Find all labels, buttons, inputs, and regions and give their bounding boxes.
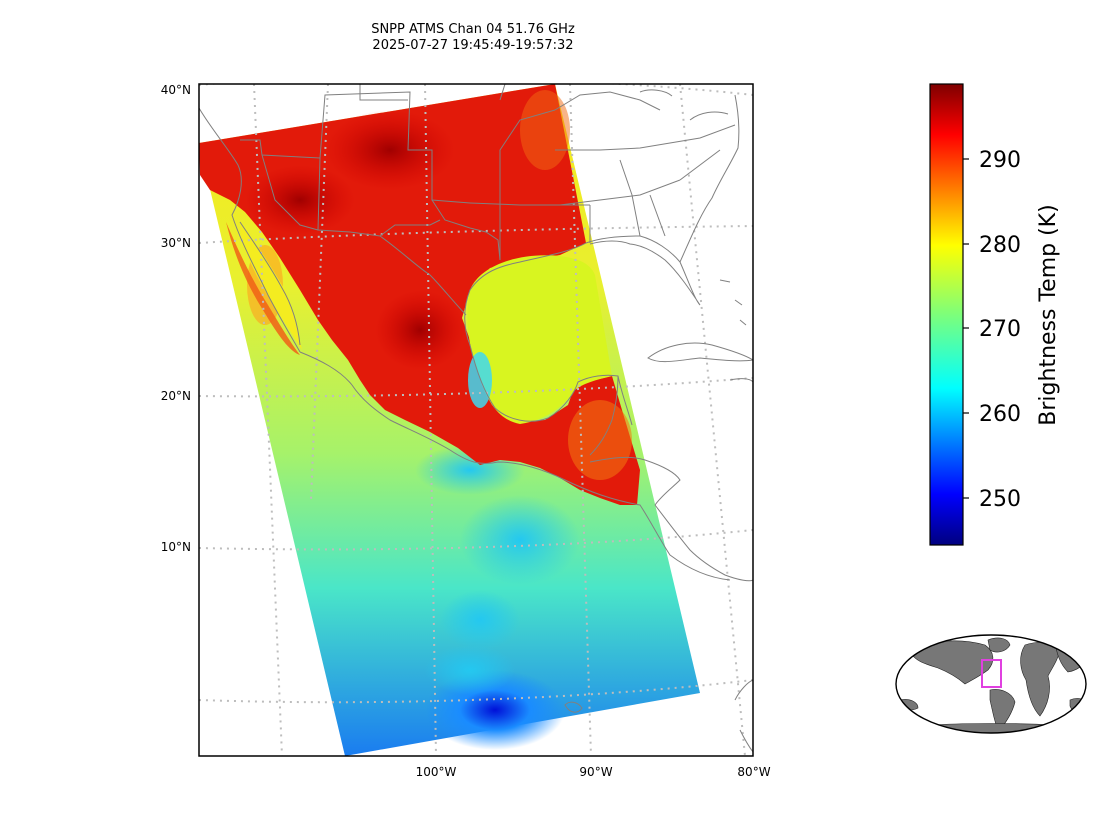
- lon-label-100w: 100°W: [416, 765, 457, 779]
- title-line-2: 2025-07-27 19:45:49-19:57:32: [372, 38, 574, 53]
- colorbar-tick-260: 260: [979, 402, 1021, 427]
- inset-region-highlight: [981, 659, 1002, 688]
- lat-label-30: 30°N: [161, 236, 191, 250]
- swath-cool-region: [425, 645, 515, 695]
- swath-cool-region: [440, 590, 520, 650]
- colorbar-ticks: [963, 158, 969, 499]
- colorbar-gradient: [929, 83, 964, 546]
- colorbar-title: Brightness Temp (K): [1036, 204, 1061, 425]
- swath-warm-fringe: [568, 400, 632, 480]
- colorbar-tick-290: 290: [979, 148, 1021, 173]
- swath-hot-core: [325, 110, 455, 190]
- swath-hot-core: [245, 165, 355, 235]
- swath-hot-core: [375, 290, 465, 370]
- map-gridlines: [199, 84, 753, 756]
- colorbar-tick-280: 280: [979, 233, 1021, 258]
- swath-gulf-of-mexico: [467, 255, 612, 424]
- map-panel: [199, 84, 753, 756]
- lon-label-90w: 90°W: [579, 765, 612, 779]
- swath-gulf-of-california: [240, 225, 302, 350]
- lat-label-20: 20°N: [161, 389, 191, 403]
- lat-label-40: 40°N: [161, 83, 191, 97]
- map-frame: [198, 83, 754, 757]
- lat-label-10: 10°N: [161, 540, 191, 554]
- lon-label-80w: 80°W: [737, 765, 770, 779]
- swath-warm-fringe: [520, 90, 570, 170]
- swath-gulf-cool-spot: [468, 352, 492, 408]
- map-coastlines: [199, 84, 753, 753]
- locator-inset: [895, 634, 1087, 734]
- title-line-1: SNPP ATMS Chan 04 51.76 GHz: [371, 22, 575, 37]
- map-lakes: [639, 89, 729, 121]
- colorbar-tick-270: 270: [979, 317, 1021, 342]
- colorbar: 250 260 270 280 290 Brightness Temp (K): [929, 83, 1061, 546]
- swath-cool-region: [460, 495, 580, 585]
- plot-title: SNPP ATMS Chan 04 51.76 GHz 2025-07-27 1…: [300, 22, 646, 54]
- inset-globe-outline: [895, 634, 1087, 734]
- colorbar-tick-250: 250: [979, 487, 1021, 512]
